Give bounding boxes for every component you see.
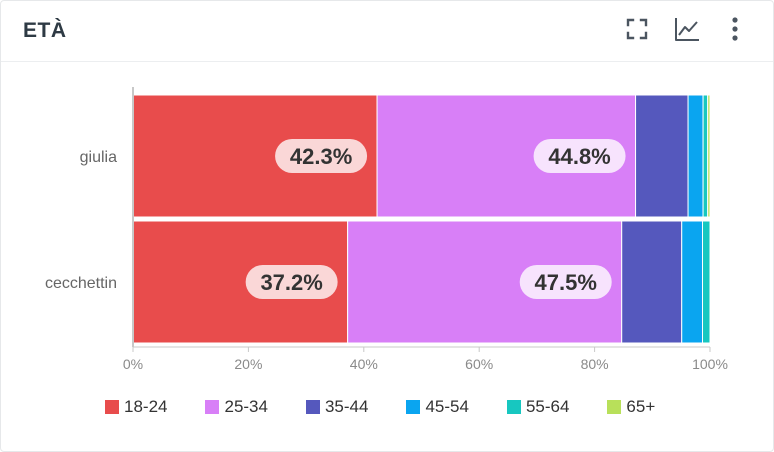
legend-swatch	[305, 400, 320, 414]
legend-item[interactable]: 45-54	[406, 397, 469, 417]
data-label: 37.2%	[260, 270, 322, 295]
x-tick-label: 100%	[692, 356, 728, 372]
legend-label: 25-34	[224, 397, 268, 416]
bar-segment[interactable]	[635, 94, 689, 218]
legend-label: 18-24	[124, 397, 168, 416]
chart-area: 42.3% 44.8% giulia 37.2% 47.5% cecchettin 0% 20…	[1, 61, 773, 451]
data-label-pill	[533, 139, 626, 173]
legend-item[interactable]: 55-64	[506, 397, 570, 417]
bar-segment[interactable]	[681, 220, 703, 344]
legend-item[interactable]: 65+	[607, 397, 655, 417]
legend-label: 65+	[626, 397, 656, 416]
fullscreen-button[interactable]	[621, 13, 653, 45]
x-tick-label: 20%	[234, 356, 262, 372]
bar-segment[interactable]	[707, 94, 711, 218]
legend-label: 55-64	[525, 397, 570, 416]
chart-legend: 18-24 25-34 35-44 45-54 55-64 65+	[105, 395, 693, 419]
x-tick-label: 40%	[350, 356, 378, 372]
legend-label: 45-54	[425, 397, 469, 416]
legend-swatch	[406, 400, 421, 414]
data-label: 44.8%	[548, 144, 610, 169]
legend-item[interactable]: 18-24	[105, 397, 167, 417]
legend-swatch	[105, 400, 119, 414]
legend-swatch	[506, 400, 521, 414]
data-label-pill	[275, 139, 368, 173]
stacked-bar-chart: 42.3% 44.8% giulia 37.2% 47.5% cecchettin 0% 20…	[45, 87, 728, 372]
more-vertical-icon	[732, 17, 738, 41]
legend-item[interactable]: 35-44	[305, 397, 369, 417]
bar-segment[interactable]	[701, 220, 711, 344]
bar-segment[interactable]	[687, 94, 704, 218]
data-label: 42.3%	[290, 144, 352, 169]
card-header: ETÀ	[1, 1, 773, 62]
bar-segment[interactable]	[621, 220, 683, 344]
x-tick-label: 80%	[581, 356, 609, 372]
x-tick-label: 60%	[465, 356, 493, 372]
bar-segment[interactable]	[702, 94, 709, 218]
data-label-pill	[519, 265, 612, 299]
x-tick-label: 0%	[123, 356, 143, 372]
legend-swatch	[607, 400, 622, 414]
data-label-pill	[245, 265, 338, 299]
card-title: ETÀ	[23, 19, 67, 42]
legend-item[interactable]: 25-34	[205, 397, 268, 417]
fullscreen-icon	[626, 18, 648, 40]
legend-label: 35-44	[324, 397, 369, 416]
line-chart-icon	[675, 18, 699, 41]
y-tick-label: cecchettin	[45, 275, 117, 292]
y-tick-label: giulia	[80, 149, 117, 166]
more-options-button[interactable]	[719, 13, 751, 45]
legend-swatch	[205, 400, 220, 414]
chart-type-button[interactable]	[671, 13, 703, 45]
data-label: 47.5%	[535, 270, 597, 295]
